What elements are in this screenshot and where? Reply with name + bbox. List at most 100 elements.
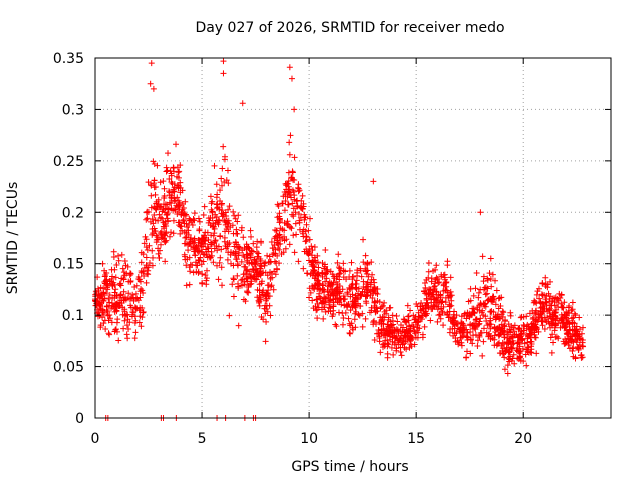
data-point [175, 174, 182, 181]
data-point [506, 335, 513, 342]
data-point [244, 258, 251, 265]
data-point [369, 271, 376, 278]
data-point [254, 238, 261, 245]
data-point [105, 295, 112, 302]
data-point [360, 236, 367, 243]
data-point [527, 334, 534, 341]
data-point [501, 322, 508, 329]
data-point [226, 312, 233, 319]
data-point [272, 227, 279, 234]
data-point [498, 342, 505, 349]
data-point [404, 302, 411, 309]
data-point [570, 353, 577, 360]
data-point [463, 315, 470, 322]
data-point [422, 311, 429, 318]
data-point [510, 328, 517, 335]
data-point [326, 282, 333, 289]
data-point [549, 297, 556, 304]
data-point [438, 271, 445, 278]
data-point [185, 221, 192, 228]
data-point [418, 307, 425, 314]
data-point [263, 318, 270, 325]
data-point [110, 279, 117, 286]
data-point [569, 299, 576, 306]
data-point [376, 299, 383, 306]
data-point [248, 272, 255, 279]
data-point [106, 291, 113, 298]
data-point [255, 297, 262, 304]
data-point [95, 287, 102, 294]
data-point [348, 259, 355, 266]
data-point [333, 287, 340, 294]
data-point [327, 296, 334, 303]
data-point [572, 327, 579, 334]
data-point [447, 292, 454, 299]
data-point [265, 259, 272, 266]
data-point [446, 314, 453, 321]
data-point [427, 317, 434, 324]
data-point [276, 210, 283, 217]
y-tick-label: 0.1 [62, 308, 84, 324]
data-point [241, 281, 248, 288]
data-point [230, 275, 237, 282]
data-point [151, 212, 158, 219]
data-point [549, 315, 556, 322]
data-point [522, 331, 529, 338]
data-point [305, 251, 312, 258]
data-point [232, 248, 239, 255]
data-point [169, 189, 176, 196]
data-point [157, 179, 164, 186]
data-point [566, 320, 573, 327]
data-point [540, 300, 547, 307]
data-point [370, 319, 377, 326]
data-point [191, 210, 198, 217]
data-point [266, 253, 273, 260]
data-point [213, 214, 220, 221]
data-point [135, 297, 142, 304]
data-point [520, 322, 527, 329]
data-point [282, 198, 289, 205]
data-point [151, 177, 158, 184]
data-point [566, 327, 573, 334]
data-point [579, 324, 586, 331]
data-point [422, 284, 429, 291]
data-point [144, 215, 151, 222]
data-point [281, 227, 288, 234]
data-point [553, 315, 560, 321]
data-point [398, 332, 405, 339]
data-point [155, 196, 162, 203]
data-point [306, 294, 313, 301]
data-point [155, 250, 162, 257]
data-point [528, 346, 535, 353]
data-point [211, 225, 218, 232]
data-point [131, 283, 138, 290]
data-point [238, 277, 245, 284]
data-point [103, 307, 110, 314]
data-point [274, 266, 281, 273]
data-point [340, 293, 347, 300]
data-point [436, 311, 443, 318]
data-point [350, 298, 357, 305]
data-point [313, 307, 320, 314]
data-point [482, 291, 489, 298]
data-point [286, 139, 293, 146]
data-point [332, 321, 339, 328]
data-point [175, 184, 182, 191]
data-point [215, 243, 222, 250]
data-point [351, 303, 358, 310]
data-point [305, 227, 312, 234]
data-point [170, 217, 177, 224]
data-point [381, 308, 388, 315]
data-point [343, 301, 350, 308]
data-point [211, 162, 218, 169]
data-point [302, 213, 309, 220]
data-point [324, 267, 331, 274]
data-point [373, 308, 380, 315]
data-point [350, 273, 357, 280]
data-point [378, 327, 385, 334]
data-point [349, 298, 356, 305]
data-point [150, 85, 157, 92]
data-point [418, 299, 425, 306]
data-point [362, 285, 369, 292]
data-point [224, 256, 231, 263]
